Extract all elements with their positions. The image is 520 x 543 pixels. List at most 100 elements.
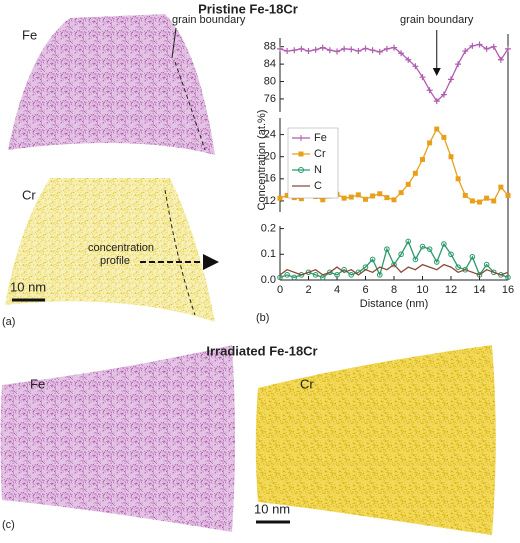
marker <box>469 198 475 204</box>
marker <box>426 87 433 94</box>
marker <box>448 251 454 258</box>
marker <box>391 261 397 268</box>
marker <box>350 269 352 271</box>
annotation: grain boundary <box>400 14 474 26</box>
marker <box>277 195 283 201</box>
marker <box>455 61 462 68</box>
y-tick-label: 0.2 <box>261 222 276 234</box>
scale-label: 10 nm <box>10 279 46 294</box>
marker <box>441 134 447 140</box>
marker <box>400 271 402 273</box>
marker <box>343 271 345 273</box>
marker <box>498 184 504 190</box>
marker <box>421 263 424 266</box>
legend-swatch <box>298 151 304 157</box>
marker <box>327 269 333 276</box>
marker <box>476 41 483 48</box>
map-label: Fe <box>30 376 45 391</box>
marker <box>293 271 295 273</box>
legend-label: Cr <box>314 148 326 160</box>
marker <box>291 274 298 281</box>
map-label: Cr <box>300 376 314 391</box>
marker <box>372 271 374 273</box>
marker <box>412 63 419 70</box>
marker <box>286 269 288 271</box>
marker <box>477 199 482 205</box>
marker <box>300 274 302 276</box>
marker <box>326 47 333 54</box>
marker <box>398 251 404 258</box>
marker <box>464 269 466 271</box>
annotation: concentration profile <box>88 242 154 267</box>
marker <box>312 46 319 53</box>
marker <box>440 91 447 98</box>
marker <box>426 246 433 252</box>
marker <box>298 45 305 52</box>
marker <box>312 272 319 278</box>
marker <box>362 45 369 52</box>
leader-line <box>171 27 177 59</box>
marker <box>441 241 447 247</box>
marker <box>497 56 504 63</box>
marker <box>507 271 509 273</box>
marker <box>433 259 440 265</box>
marker <box>348 46 355 53</box>
marker <box>491 198 497 204</box>
marker <box>490 269 497 276</box>
marker <box>419 74 426 81</box>
y-tick-label: 84 <box>264 58 276 70</box>
marker <box>469 42 476 49</box>
x-tick-label: 8 <box>391 284 397 296</box>
y-axis-label: Concentration (at.%) <box>256 110 268 211</box>
marker <box>376 48 383 55</box>
marker <box>393 263 395 266</box>
marker <box>505 274 511 281</box>
marker <box>469 254 476 260</box>
marker <box>334 48 340 55</box>
marker <box>348 194 354 200</box>
x-axis-label: Distance (nm) <box>360 298 428 310</box>
marker <box>322 274 324 276</box>
marker <box>484 195 490 201</box>
marker <box>370 193 376 199</box>
y-tick-label: 0.0 <box>261 274 276 286</box>
marker <box>483 261 490 268</box>
series-line <box>279 239 509 279</box>
marker <box>414 269 416 271</box>
x-tick-label: 2 <box>305 284 311 296</box>
marker <box>363 196 368 202</box>
marker <box>379 266 381 268</box>
legend-swatch <box>298 167 304 173</box>
panel-label: (b) <box>256 312 269 324</box>
marker <box>412 256 419 263</box>
marker <box>369 47 376 54</box>
y-tick-label: 0.1 <box>261 248 276 260</box>
marker <box>291 47 298 54</box>
y-tick-label: 16 <box>264 173 276 185</box>
marker <box>412 170 418 176</box>
legend: Fe Cr NC <box>287 127 339 199</box>
marker <box>305 269 312 276</box>
marker <box>505 192 511 198</box>
marker <box>427 140 433 146</box>
y-tick-label: 12 <box>264 195 276 207</box>
marker <box>448 76 454 83</box>
marker <box>329 271 331 273</box>
marker <box>483 45 490 52</box>
marker <box>462 266 469 273</box>
marker <box>448 154 454 160</box>
marker <box>457 271 459 273</box>
x-tick-label: 0 <box>277 284 283 296</box>
legend-label: C <box>314 180 322 192</box>
marker <box>284 48 291 55</box>
marker <box>376 272 383 278</box>
legend-swatch <box>298 135 304 141</box>
marker <box>405 181 411 187</box>
marker <box>500 274 502 276</box>
marker <box>336 266 338 268</box>
marker <box>398 190 404 196</box>
marker <box>493 271 495 273</box>
marker <box>498 272 504 278</box>
marker <box>405 56 412 63</box>
